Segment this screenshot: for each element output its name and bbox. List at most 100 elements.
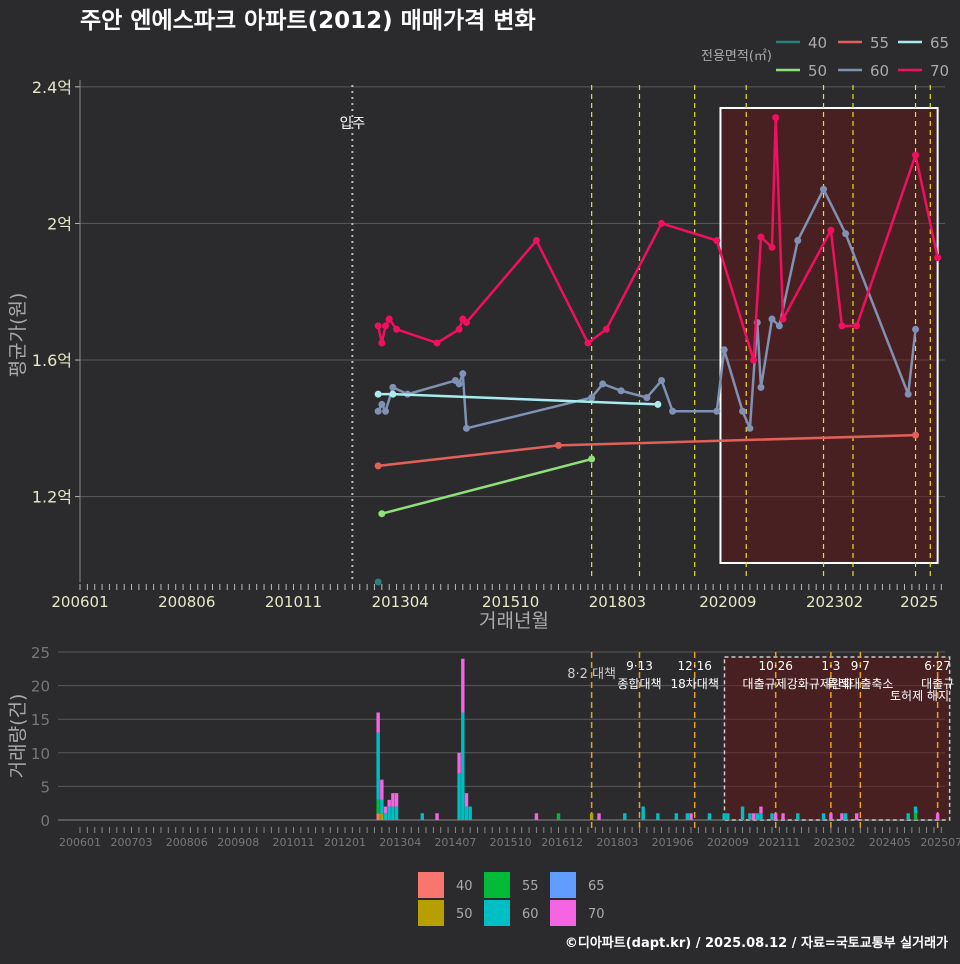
x-tick-label: 201304 <box>379 836 421 849</box>
volume-bar-70 <box>383 806 388 814</box>
y-tick-label: 1.6억 <box>32 351 72 370</box>
data-point-70 <box>779 315 787 323</box>
data-point-60 <box>820 185 828 193</box>
policy-label: 18차대책 <box>671 676 719 691</box>
y-tick-label: 10 <box>31 745 50 763</box>
x-tick-label: 201510 <box>482 593 539 611</box>
volume-bar-60 <box>674 813 678 820</box>
data-point-40 <box>374 578 382 586</box>
data-point-50 <box>588 455 596 463</box>
volume-bar-60 <box>740 806 745 820</box>
policy-label: 8·2 대책 <box>567 667 616 682</box>
legend-swatch-65 <box>550 872 576 898</box>
data-point-70 <box>374 322 382 330</box>
volume-bar-60 <box>420 813 425 820</box>
volume-bar-70 <box>376 712 380 733</box>
legend-swatch-60 <box>484 900 510 926</box>
x-tick-label: 201803 <box>596 836 638 849</box>
data-point-70 <box>385 315 393 323</box>
volume-bar-70 <box>840 813 844 820</box>
policy-label: 토허제 해지 <box>890 689 949 703</box>
move-in-label: 입주 <box>340 116 366 132</box>
data-point-70 <box>853 322 861 330</box>
volume-bar-70 <box>751 813 756 820</box>
highlight-region <box>723 656 951 821</box>
legend-label-55: 55 <box>870 34 889 52</box>
y-tick-label: 2억 <box>47 214 72 233</box>
volume-bar-60 <box>821 813 826 820</box>
data-point-60 <box>669 407 677 415</box>
data-point-60 <box>720 346 728 354</box>
legend-label-50: 50 <box>456 907 473 922</box>
data-point-70 <box>532 237 540 245</box>
data-point-70 <box>378 339 386 347</box>
policy-label: 1·3 <box>821 659 840 673</box>
data-point-60 <box>904 390 912 398</box>
data-point-60 <box>739 407 747 415</box>
data-point-60 <box>842 230 850 238</box>
chart-title: 주안 엔에스파크 아파트(2012) 매매가격 변화 <box>80 8 536 34</box>
legend-label-50: 50 <box>808 62 827 80</box>
legend-swatch-55 <box>484 872 510 898</box>
data-point-70 <box>713 237 721 245</box>
legend-label-65: 65 <box>588 879 605 894</box>
x-tick-label: 201201 <box>324 836 366 849</box>
x-tick-label: 201304 <box>372 593 429 611</box>
x-axis-title: 거래년월 <box>479 610 549 632</box>
x-tick-label: 202507 <box>920 836 960 849</box>
data-point-70 <box>838 322 846 330</box>
source-caption: ©디아파트(dapt.kr) / 2025.08.12 / 자료=국토교통부 실… <box>565 935 948 951</box>
data-point-60 <box>912 325 920 333</box>
y-tick-label: 0 <box>40 812 50 830</box>
data-point-55 <box>374 462 382 470</box>
x-tick-label: 202302 <box>806 593 863 611</box>
data-point-60 <box>746 424 754 432</box>
x-tick-label: 201803 <box>589 593 646 611</box>
policy-label: 대출규제강화 <box>743 677 809 691</box>
policy-label: 12·16 <box>678 659 712 673</box>
data-point-60 <box>794 237 802 245</box>
volume-bar-60 <box>623 813 627 820</box>
data-point-60 <box>459 370 467 378</box>
data-point-70 <box>584 339 592 347</box>
volume-bar-60 <box>461 712 465 820</box>
highlight-region <box>719 107 939 564</box>
volume-bar-60 <box>457 772 461 820</box>
volume-bar-70 <box>773 813 778 820</box>
legend-label-60: 60 <box>870 62 889 80</box>
volume-bar-60 <box>656 813 660 820</box>
volume-bar-70 <box>597 813 601 820</box>
volume-bar-60 <box>685 813 690 820</box>
volume-bar-60 <box>380 799 384 814</box>
data-point-60 <box>658 377 666 385</box>
volume-bar-60 <box>707 813 712 820</box>
data-point-60 <box>757 383 765 391</box>
legend-swatch-40 <box>418 872 444 898</box>
y-axis-title: 거래량(건) <box>7 694 29 779</box>
volume-bar-50 <box>380 813 384 820</box>
volume-bar-70 <box>829 813 833 820</box>
y-tick-label: 20 <box>31 678 50 696</box>
policy-label: 특례대출축소 <box>827 677 893 691</box>
y-tick-label: 5 <box>40 778 50 796</box>
x-tick-label: 200806 <box>158 593 215 611</box>
data-point-55 <box>555 441 563 449</box>
volume-bar-40 <box>376 813 380 820</box>
legend-label-60: 60 <box>522 907 539 922</box>
volume-bar-70 <box>689 813 693 820</box>
volume-bar-60 <box>770 813 774 820</box>
volume-bar-60 <box>843 813 848 820</box>
data-point-70 <box>757 233 765 241</box>
policy-label: 9·7 <box>851 659 870 673</box>
volume-bar-60 <box>759 813 763 820</box>
x-tick-label: 201407 <box>434 836 476 849</box>
data-point-60 <box>599 380 607 388</box>
policy-label: 10·26 <box>759 659 793 673</box>
volume-bar-60 <box>468 806 472 820</box>
series-line-50 <box>381 457 592 515</box>
data-point-70 <box>433 339 441 347</box>
volume-bar-60 <box>906 813 910 820</box>
